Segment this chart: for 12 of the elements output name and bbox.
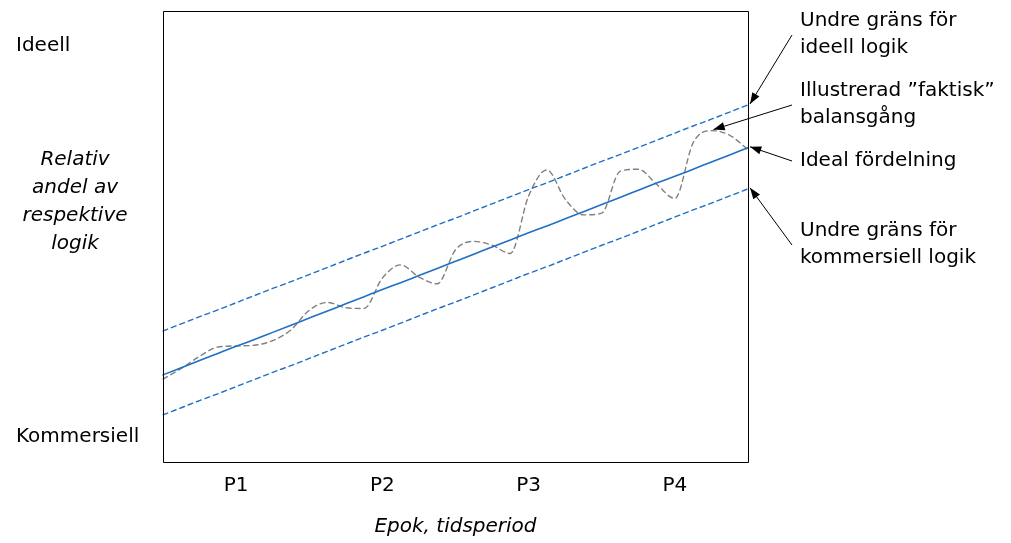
text: Illustrerad ”faktisk” balansgång xyxy=(800,77,995,129)
text: Undre gräns för kommersiell logik xyxy=(800,217,977,269)
x-tick-label: P1 xyxy=(223,472,249,497)
x-tick-label: P3 xyxy=(516,472,542,497)
y-axis-title: Relativ andel av respektive logik xyxy=(22,145,128,254)
x-axis-title: Epok, tidsperiod xyxy=(374,513,537,538)
text: Ideal fördelning xyxy=(800,147,957,172)
text: Ideell xyxy=(16,32,71,57)
text: Kommersiell xyxy=(16,423,140,448)
text: Undre gräns för ideell logik xyxy=(800,7,958,59)
x-tick-label: P4 xyxy=(662,472,688,497)
x-tick-label: P2 xyxy=(369,472,395,497)
